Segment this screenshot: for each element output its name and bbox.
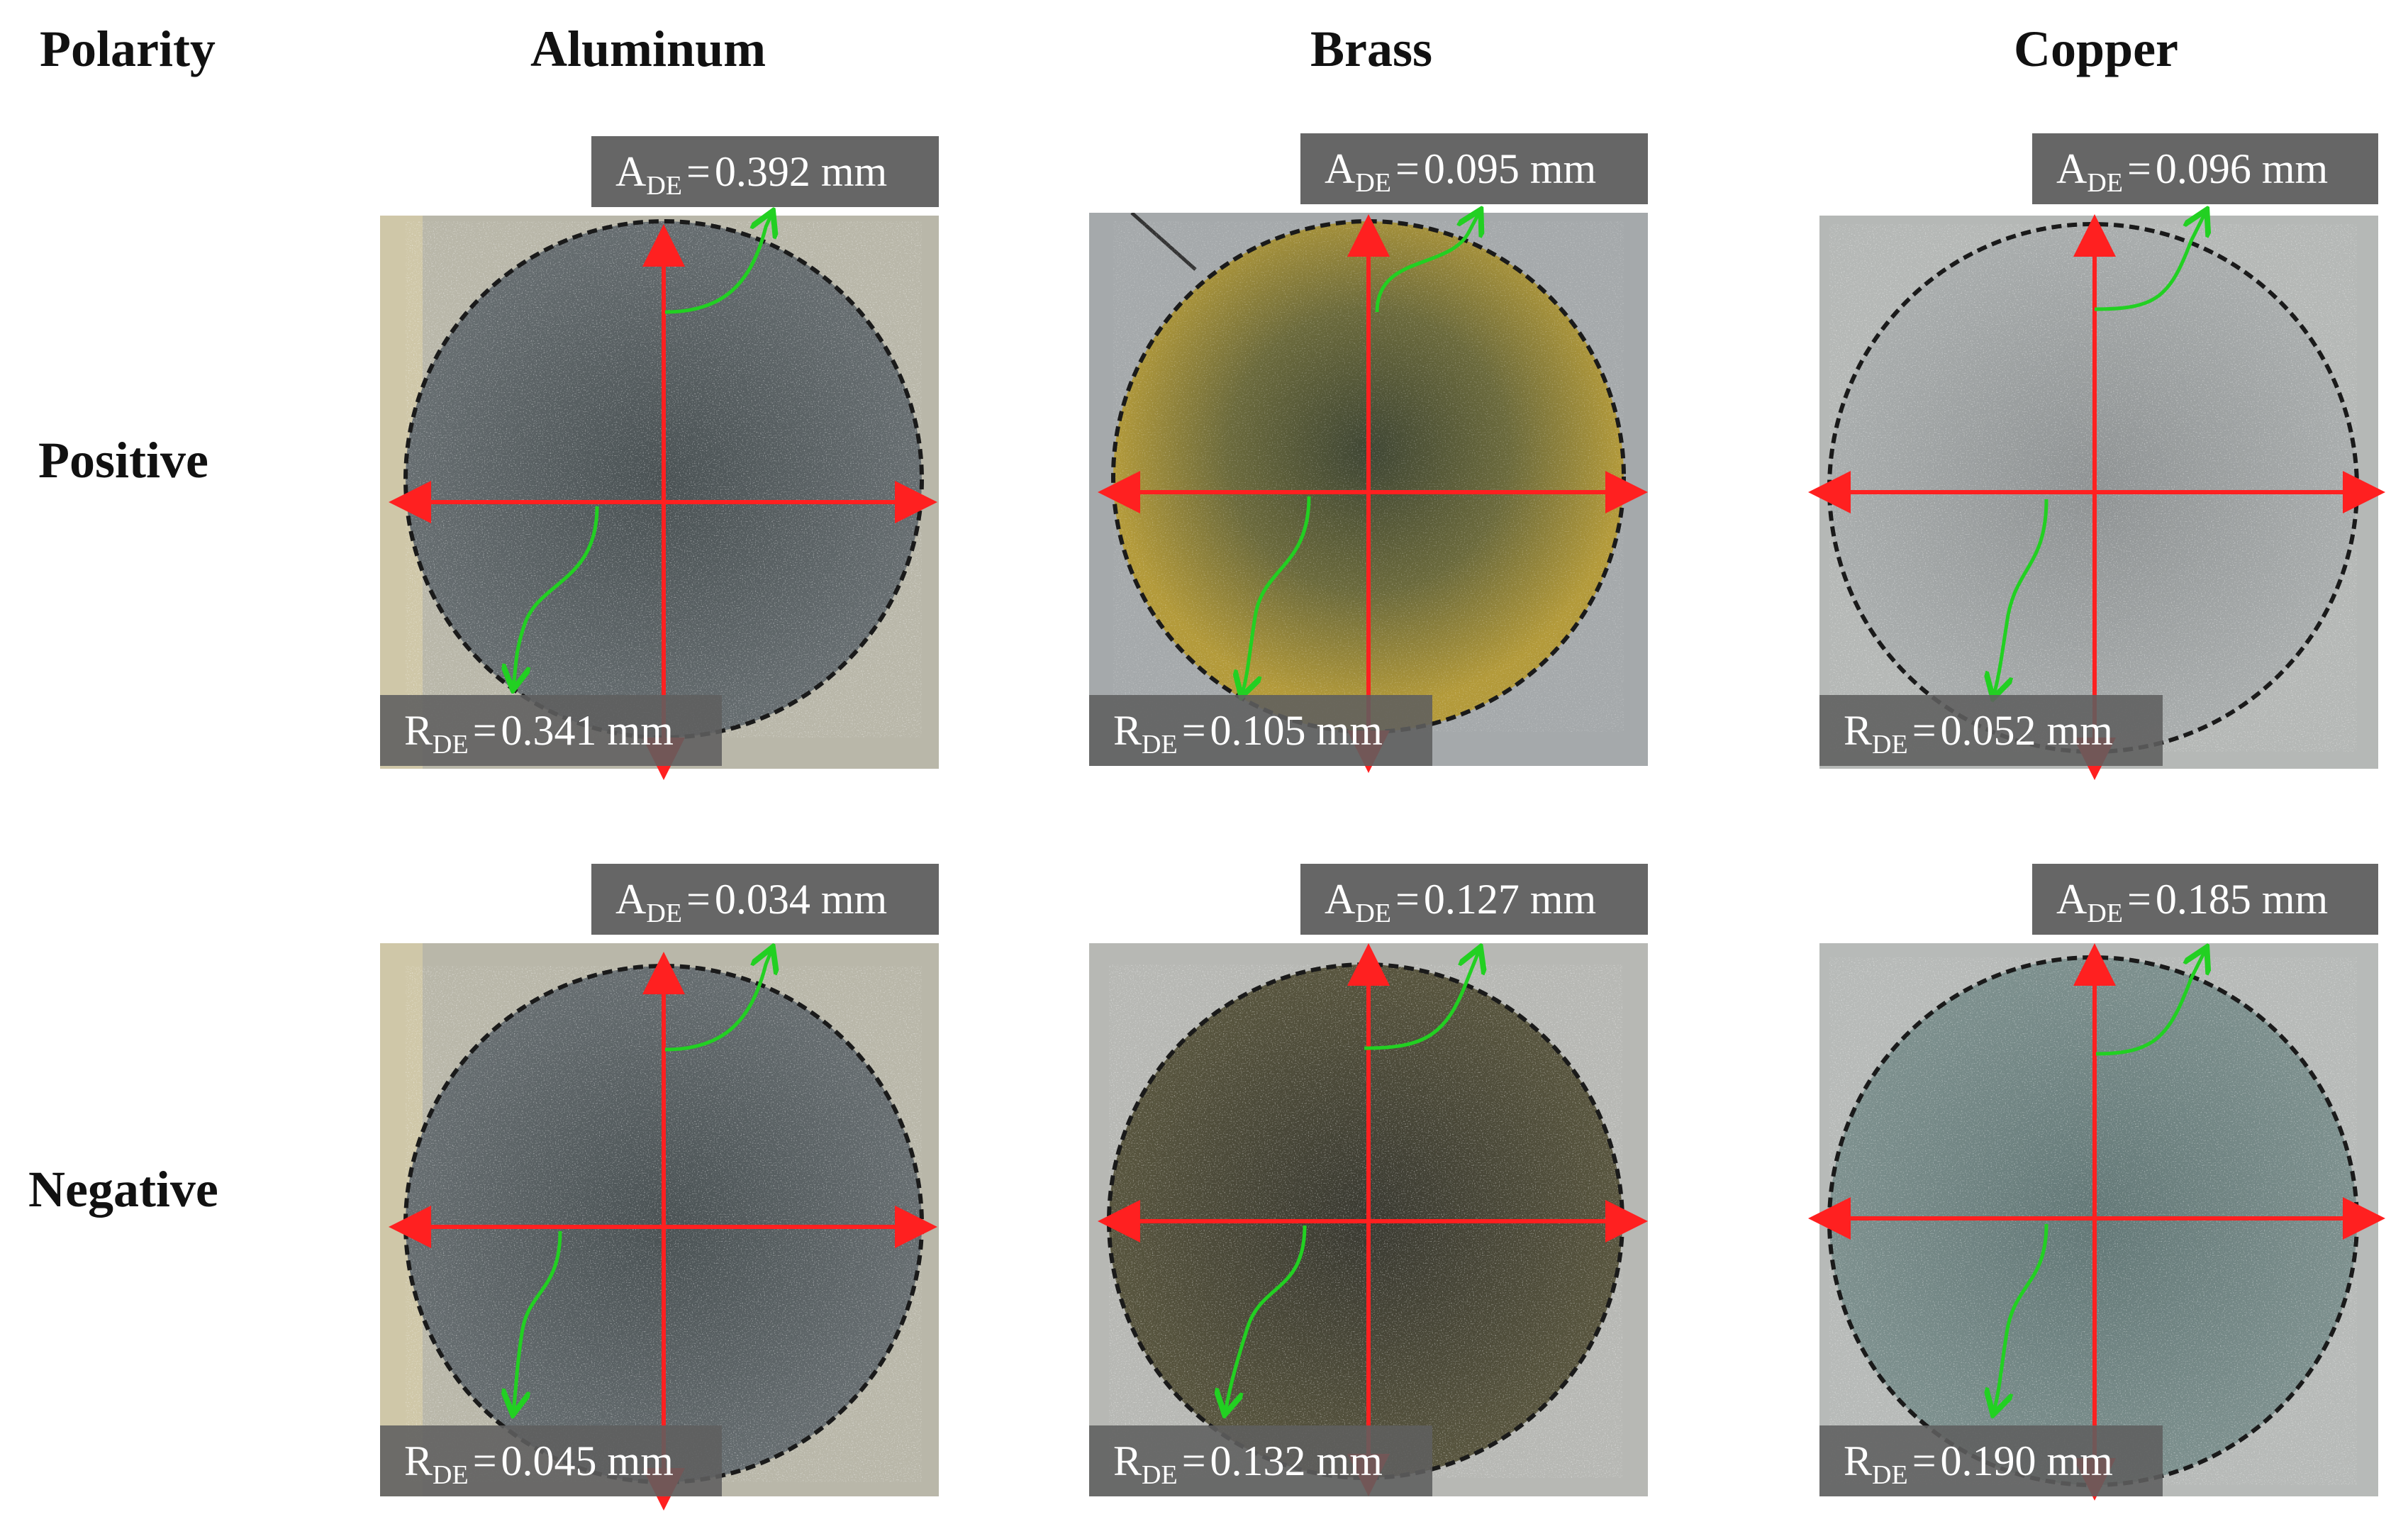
electrode-surface-image xyxy=(1819,943,2378,1496)
ade-label-brass-positive: ADE = 0.095 mm xyxy=(1300,133,1648,204)
ade-label-aluminum-negative: ADE = 0.034 mm xyxy=(591,864,939,935)
ade-label-copper-positive: ADE = 0.096 mm xyxy=(2032,133,2378,204)
photo-copper-negative xyxy=(1819,943,2378,1496)
ade-label-aluminum-positive: ADE = 0.392 mm xyxy=(591,136,939,207)
electrode-surface-image xyxy=(380,216,939,769)
rde-label-aluminum-positive: RDE = 0.341 mm xyxy=(380,695,722,766)
rde-label-copper-negative: RDE = 0.190 mm xyxy=(1819,1425,2163,1496)
header-polarity: Polarity xyxy=(40,21,216,77)
ade-label-brass-negative: ADE = 0.127 mm xyxy=(1300,864,1648,935)
photo-brass-positive xyxy=(1089,213,1648,766)
electrode-surface-image xyxy=(1089,943,1648,1496)
electrode-surface-image xyxy=(1089,213,1648,766)
photo-brass-negative xyxy=(1089,943,1648,1496)
photo-copper-positive xyxy=(1819,216,2378,769)
row-label-positive: Positive xyxy=(38,432,208,489)
ade-label-copper-negative: ADE = 0.185 mm xyxy=(2032,864,2378,935)
header-copper: Copper xyxy=(2014,21,2178,77)
rde-label-copper-positive: RDE = 0.052 mm xyxy=(1819,695,2163,766)
rde-label-aluminum-negative: RDE = 0.045 mm xyxy=(380,1425,722,1496)
row-label-negative: Negative xyxy=(28,1161,218,1218)
header-brass: Brass xyxy=(1310,21,1433,77)
header-aluminum: Aluminum xyxy=(530,21,767,77)
electrode-surface-image xyxy=(380,943,939,1496)
photo-aluminum-positive xyxy=(380,216,939,769)
rde-label-brass-negative: RDE = 0.132 mm xyxy=(1089,1425,1432,1496)
electrode-surface-image xyxy=(1819,216,2378,769)
rde-label-brass-positive: RDE = 0.105 mm xyxy=(1089,695,1432,766)
photo-aluminum-negative xyxy=(380,943,939,1496)
